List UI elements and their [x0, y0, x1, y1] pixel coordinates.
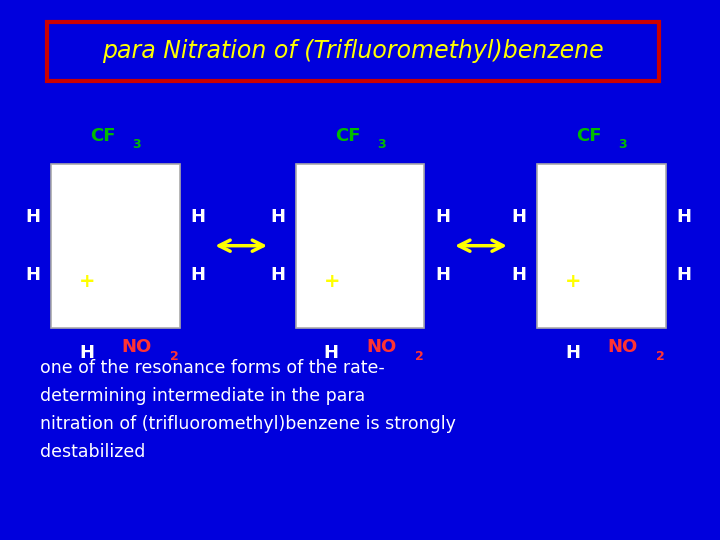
FancyBboxPatch shape — [47, 22, 659, 81]
FancyBboxPatch shape — [50, 164, 180, 328]
Text: H: H — [324, 343, 338, 362]
Text: CF: CF — [576, 127, 602, 145]
Text: destabilized: destabilized — [40, 443, 145, 461]
Text: 3: 3 — [132, 138, 141, 151]
Text: H: H — [270, 207, 285, 226]
Text: H: H — [79, 343, 94, 362]
Text: H: H — [511, 266, 526, 284]
Text: CF: CF — [335, 127, 361, 145]
Text: 2: 2 — [656, 350, 665, 363]
Text: para Nitration of (Trifluoromethyl)benzene: para Nitration of (Trifluoromethyl)benze… — [102, 39, 603, 63]
Text: H: H — [565, 343, 580, 362]
Text: 3: 3 — [618, 138, 627, 151]
Text: CF: CF — [90, 127, 116, 145]
Text: H: H — [270, 266, 285, 284]
Text: NO: NO — [366, 338, 397, 356]
Text: determining intermediate in the para: determining intermediate in the para — [40, 387, 365, 405]
Text: H: H — [676, 266, 691, 284]
Text: 2: 2 — [170, 350, 179, 363]
Text: H: H — [435, 207, 450, 226]
Text: NO: NO — [608, 338, 638, 356]
Text: +: + — [79, 272, 96, 291]
Text: 2: 2 — [415, 350, 423, 363]
Text: NO: NO — [122, 338, 152, 356]
Text: nitration of (trifluoromethyl)benzene is strongly: nitration of (trifluoromethyl)benzene is… — [40, 415, 456, 433]
Text: +: + — [324, 272, 341, 291]
FancyBboxPatch shape — [296, 164, 424, 328]
Text: H: H — [25, 266, 40, 284]
Text: +: + — [565, 272, 582, 291]
Text: H: H — [435, 266, 450, 284]
Text: H: H — [190, 207, 205, 226]
Text: H: H — [511, 207, 526, 226]
FancyBboxPatch shape — [537, 164, 665, 328]
Text: H: H — [676, 207, 691, 226]
Text: H: H — [190, 266, 205, 284]
Text: 3: 3 — [377, 138, 386, 151]
Text: H: H — [25, 207, 40, 226]
Text: one of the resonance forms of the rate-: one of the resonance forms of the rate- — [40, 359, 384, 377]
